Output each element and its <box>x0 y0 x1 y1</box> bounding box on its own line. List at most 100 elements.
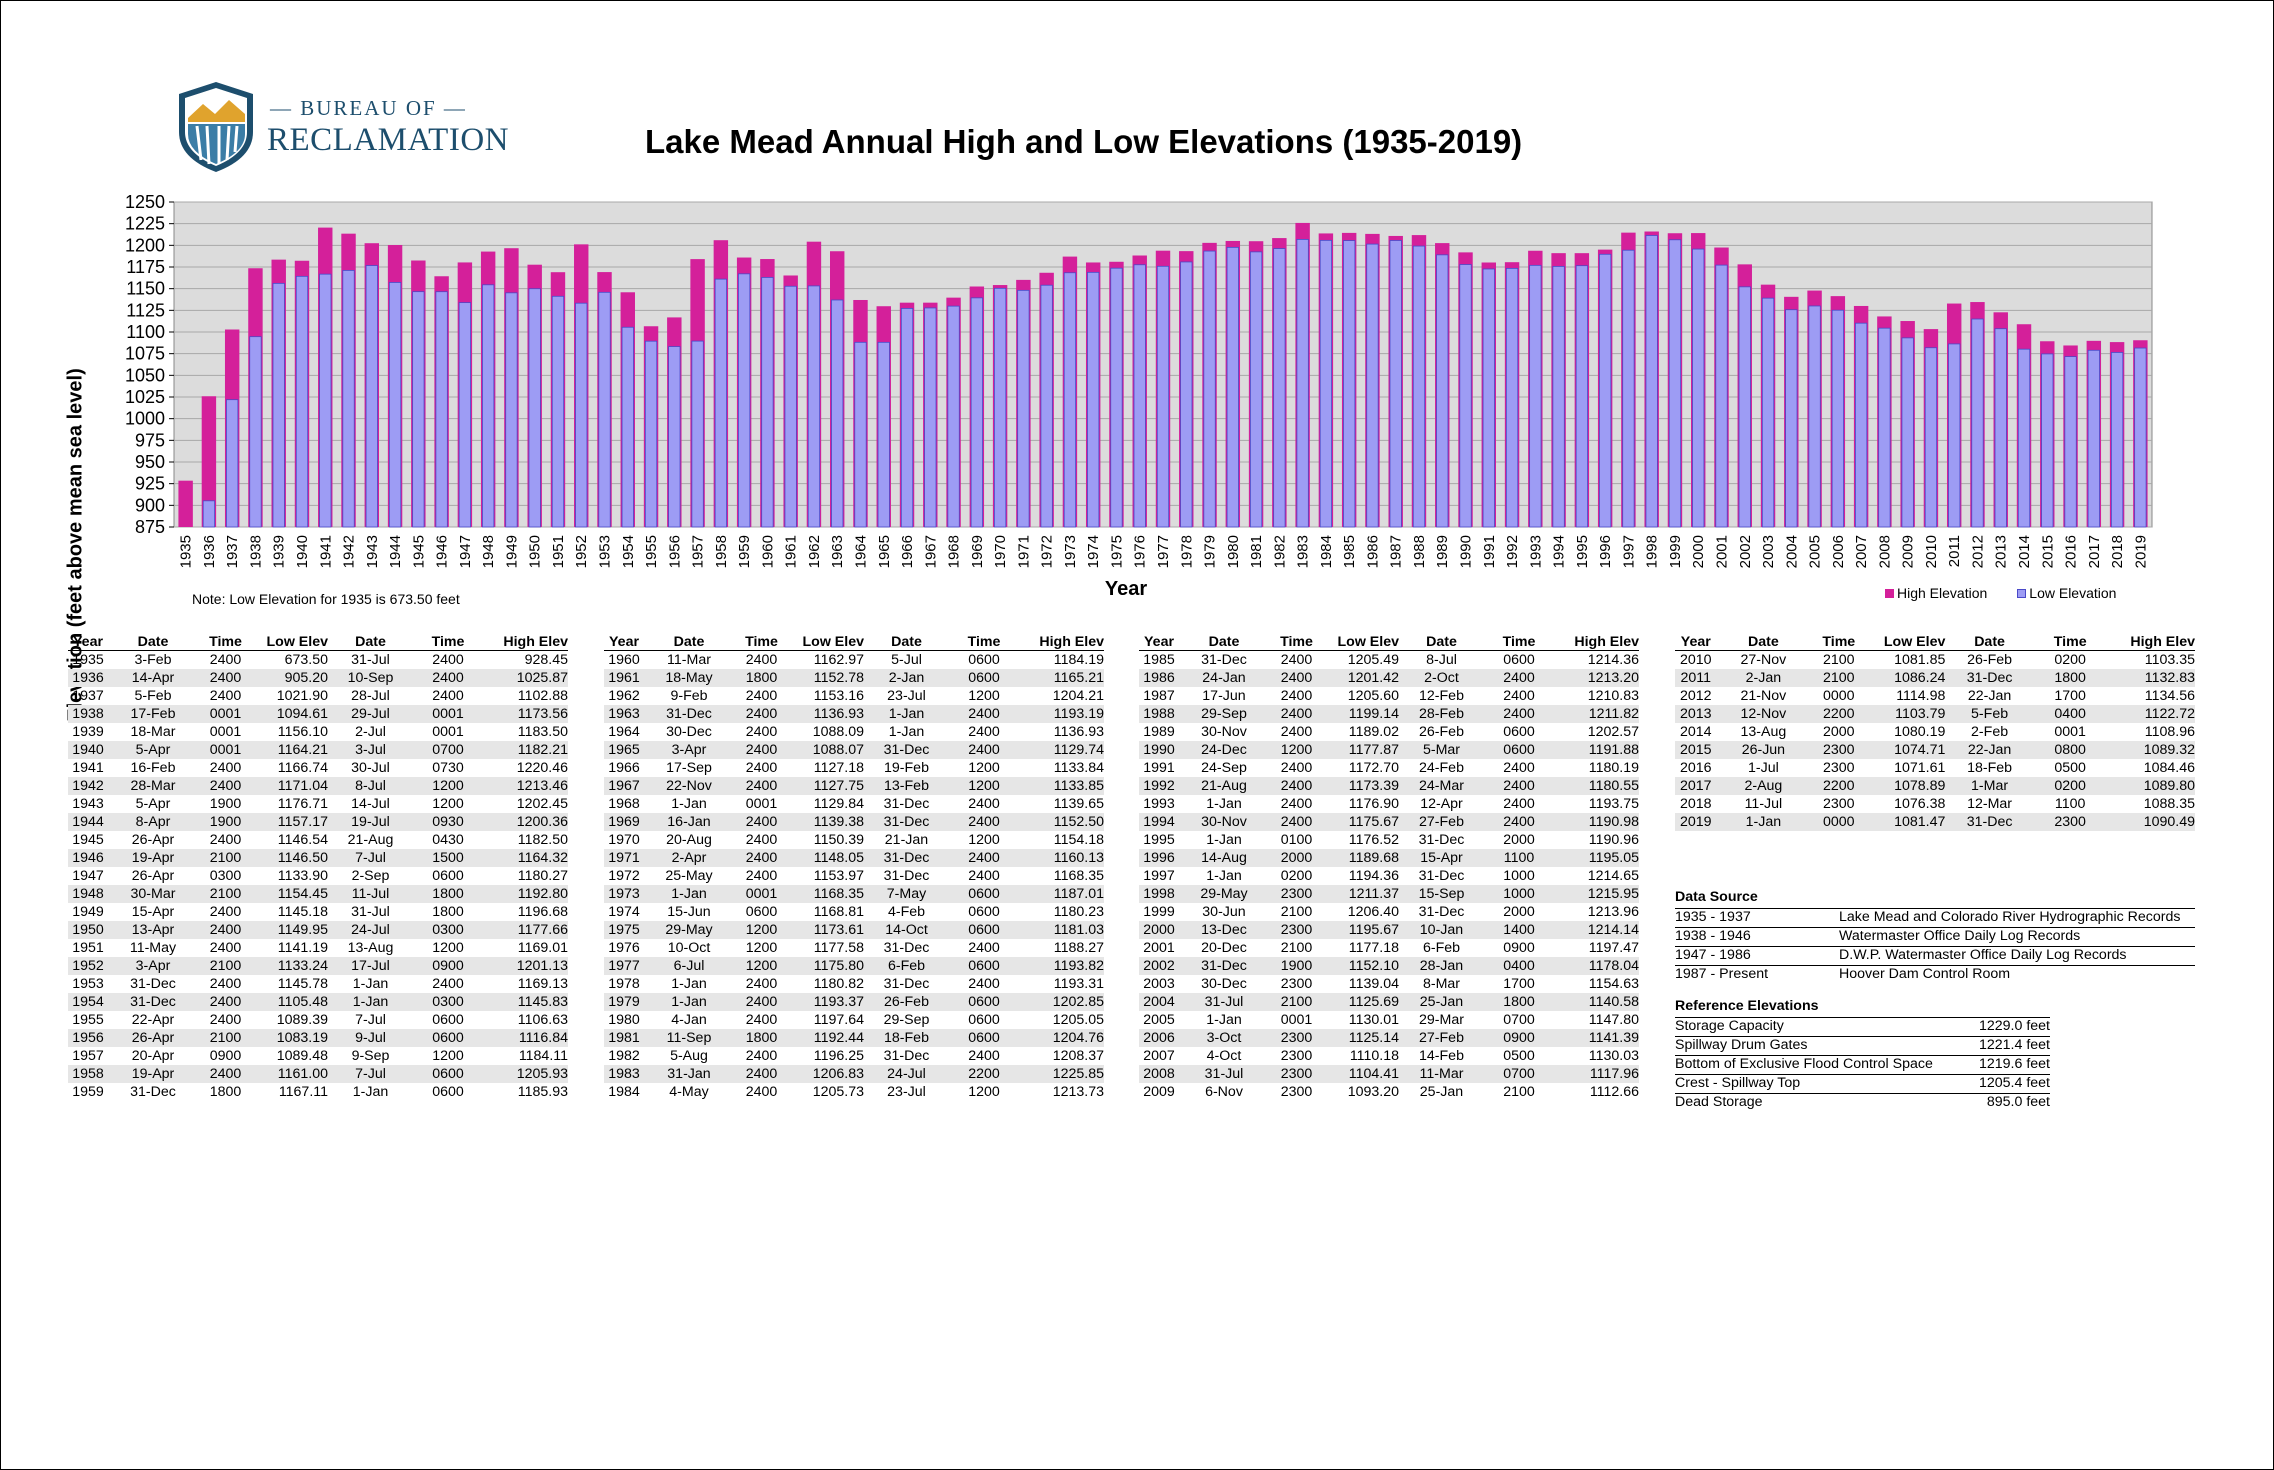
low-bar <box>1948 343 1961 528</box>
table-cell: 1210.83 <box>1587 688 1639 704</box>
table-row: 1963 31-Dec 2400 1136.93 1-Jan 2400 1193.19 <box>604 705 1104 723</box>
x-axis-label: Year <box>1104 578 1148 600</box>
data-source-period: 1935 - 1937 <box>1675 909 1751 925</box>
reference-elevation-value: 1205.4 feet <box>1979 1075 2050 1091</box>
column-header: Date <box>1945 633 2034 651</box>
table-row: 1939 18-Mar 0001 1156.10 2-Jul 0001 1183.50 <box>68 723 568 741</box>
table-cell: 2000 <box>1139 921 1179 939</box>
table-cell: 2400 <box>745 1048 778 1064</box>
x-tick-label: 1992 <box>1504 535 1521 568</box>
table-cell: 1193.82 <box>1019 957 1104 975</box>
table-cell: 1139.65 <box>1053 796 1104 812</box>
table-cell: 1088.09 <box>812 724 864 740</box>
table-cell: 1205.49 <box>1347 652 1399 668</box>
table-cell: 1100 <box>2054 796 2086 812</box>
column-header: High Elev <box>1019 633 1104 651</box>
x-tick-label: 1961 <box>783 535 800 568</box>
table-cell: 1983 <box>604 1065 644 1083</box>
low-bar <box>226 399 239 528</box>
table-cell: 0001 <box>209 724 242 740</box>
table-cell: 0400 <box>2033 705 2107 723</box>
table-row: 1970 20-Aug 2400 1150.39 21-Jan 1200 1154.18 <box>604 831 1104 849</box>
table-cell: 1996 <box>1139 849 1179 867</box>
table-cell: 31-Jul <box>351 904 390 920</box>
table-cell: 1966 <box>608 760 640 776</box>
table-row: 1973 1-Jan 0001 1168.35 7-May 0600 1187.01 <box>604 885 1104 903</box>
x-tick-label: 2015 <box>2039 535 2056 568</box>
table-cell: 24-Jan <box>1179 669 1269 687</box>
table-cell: 1197.47 <box>1588 940 1639 956</box>
table-cell: 1093.20 <box>1347 1084 1399 1100</box>
table-row: 2011 2-Jan 2100 1086.24 31-Dec 1800 1132.83 <box>1675 669 2195 687</box>
x-tick-label: 1968 <box>946 535 963 568</box>
table-cell: 22-Nov <box>644 777 734 795</box>
table-cell: 1168.81 <box>813 904 864 920</box>
table-row: 1937 5-Feb 2400 1021.90 28-Jul 2400 1102.88 <box>68 687 568 705</box>
data-source-name: Lake Mead and Colorado River Hydrographi… <box>1839 909 2181 925</box>
table-cell: 1139.04 <box>1348 976 1399 992</box>
table-cell: 2-Feb <box>1971 724 2009 740</box>
table-cell: 2100 <box>1823 652 1855 668</box>
table-cell: 1122.72 <box>2106 705 2195 723</box>
table-cell: 2400 <box>209 760 242 776</box>
logo-reclamation-text: RECLAMATION <box>267 122 509 158</box>
y-tick-label: 1025 <box>125 387 165 407</box>
table-cell: 2015 <box>1675 741 1717 759</box>
table-cell: 1984 <box>608 1084 640 1100</box>
table-cell: 4-Oct <box>1206 1048 1242 1064</box>
table-row: 1983 31-Jan 2400 1206.83 24-Jul 2200 1225.85 <box>604 1065 1104 1083</box>
table-cell: 2300 <box>1280 1084 1313 1100</box>
table-cell: 1164.21 <box>253 741 328 759</box>
low-bar <box>1668 239 1682 528</box>
x-tick-label: 1958 <box>713 535 730 568</box>
y-tick-label: 1150 <box>126 279 165 299</box>
table-cell: 1937 <box>72 688 104 704</box>
x-tick-label: 1967 <box>922 535 939 568</box>
table-cell: 15-Apr <box>131 904 175 920</box>
table-cell: 2400 <box>209 976 242 992</box>
table-cell: 18-Feb <box>1967 760 2013 776</box>
low-bar <box>575 302 588 528</box>
table-cell: 1939 <box>72 724 104 740</box>
low-bar <box>1738 286 1751 528</box>
table-cell: 28-Feb <box>1399 705 1484 723</box>
table-cell: 1192.80 <box>483 885 568 903</box>
column-header: Year <box>1675 633 1717 651</box>
table-cell: 2300 <box>1269 1065 1324 1083</box>
x-tick-label: 1981 <box>1248 535 1265 568</box>
table-cell: 1200 <box>413 777 483 795</box>
table-cell: 1986 <box>1139 669 1179 687</box>
table-cell: 1071.61 <box>1894 760 1946 776</box>
table-cell: 1141.39 <box>1554 1029 1639 1047</box>
table-cell: 5-Feb <box>1945 705 2034 723</box>
table-cell: 1960 <box>608 652 640 668</box>
x-tick-label: 2011 <box>1946 535 1963 567</box>
low-bar <box>2087 349 2100 528</box>
column-header: Time <box>734 633 789 651</box>
table-cell: 1117.96 <box>1554 1065 1639 1083</box>
table-cell: 8-Jul <box>328 777 413 795</box>
x-tick-label: 2010 <box>1923 535 1940 568</box>
table-cell: 1800 <box>413 885 483 903</box>
table-row: 1986 24-Jan 2400 1201.42 2-Oct 2400 1213.20 <box>1139 669 1639 687</box>
table-cell: 673.50 <box>284 652 328 668</box>
table-cell: 2400 <box>734 993 789 1011</box>
table-cell: 1953 <box>72 976 104 992</box>
table-cell: 1152.10 <box>1324 957 1399 975</box>
table-cell: 1-Jan <box>671 976 707 992</box>
table-cell: 1088.07 <box>789 741 864 759</box>
table-cell: 0001 <box>198 741 253 759</box>
table-cell: 1976 <box>608 940 640 956</box>
table-cell: 31-Jul <box>1179 1065 1269 1083</box>
table-cell: 2400 <box>1280 796 1313 812</box>
table-cell: 1208.37 <box>1052 1048 1104 1064</box>
table-cell: 1940 <box>68 741 108 759</box>
table-cell: 2400 <box>949 705 1019 723</box>
table-cell: 2013 <box>1675 705 1717 723</box>
table-cell: 1146.50 <box>253 849 328 867</box>
table-cell: 1200 <box>432 796 464 812</box>
table-cell: 0600 <box>949 669 1019 687</box>
low-bar <box>877 341 890 528</box>
table-cell: 1200.36 <box>483 813 568 831</box>
table-cell: 2400 <box>198 993 253 1011</box>
